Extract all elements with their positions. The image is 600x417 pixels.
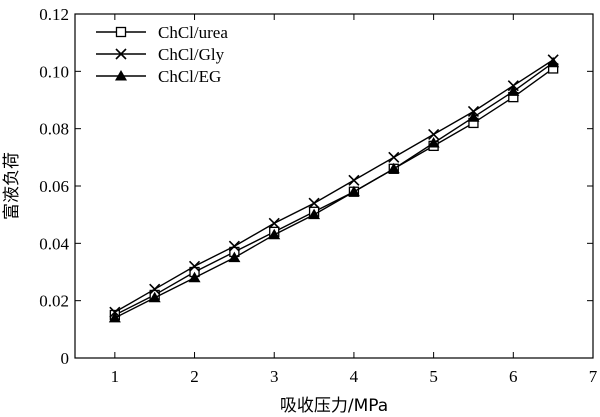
square-marker (115, 26, 127, 38)
x-marker-stroke (228, 240, 240, 252)
x-tick-label: 7 (589, 367, 598, 386)
legend: ChCl/urea ChCl/Gly ChCl/EG (96, 23, 228, 86)
plot-border (74, 13, 594, 359)
y-tick-label: 0 (61, 349, 70, 368)
triangle-marker (387, 162, 400, 174)
x-marker-stroke (348, 174, 360, 186)
series-line (114, 59, 554, 313)
y-tick-label: 0.12 (39, 5, 69, 24)
y-axis-ticks: 0 0.02 0.04 0.06 0.08 0.10 0.12 (39, 5, 593, 368)
series-line (114, 62, 554, 319)
x-marker (228, 240, 240, 252)
x-marker-stroke (188, 260, 201, 272)
x-marker (268, 217, 280, 229)
triangle-marker (268, 228, 281, 240)
x-tick-label: 2 (190, 367, 199, 386)
y-tick-label: 0.04 (39, 234, 69, 253)
y-tick-label: 0.02 (39, 292, 69, 311)
x-tick-label: 4 (350, 367, 359, 386)
series-chcl-gly (109, 54, 559, 318)
x-tick-label: 6 (509, 367, 518, 386)
x-marker (115, 48, 127, 60)
x-marker-stroke (268, 217, 280, 229)
triangle-marker (347, 185, 360, 197)
series-line (114, 67, 554, 316)
x-marker (308, 197, 320, 209)
y-axis-title: 富液负荷 (2, 152, 22, 220)
triangle-marker (228, 251, 241, 263)
x-marker (428, 128, 440, 140)
y-tick-label: 0.10 (39, 62, 69, 81)
x-marker (388, 151, 400, 163)
x-marker-stroke (149, 283, 161, 295)
x-marker-stroke (388, 151, 400, 163)
x-marker-stroke (428, 128, 440, 140)
plot-frame (74, 13, 594, 359)
y-tick-label: 0.06 (39, 177, 69, 196)
x-marker-stroke (115, 48, 127, 60)
x-tick-label: 1 (111, 367, 120, 386)
legend-label: ChCl/Gly (158, 45, 225, 64)
triangle-marker (547, 56, 560, 68)
triangle-marker (427, 137, 440, 148)
x-tick-label: 3 (270, 367, 279, 386)
triangle-marker (115, 70, 127, 81)
x-axis-title: 吸收压力/MPa (280, 396, 388, 416)
x-marker (149, 283, 161, 295)
series-chcl-eg (108, 56, 560, 323)
x-tick-label: 5 (429, 367, 438, 386)
triangle-marker (507, 85, 520, 96)
triangle-marker (148, 291, 161, 303)
x-marker (348, 174, 360, 186)
series-layer (108, 54, 560, 323)
triangle-marker (467, 111, 480, 122)
y-tick-label: 0.08 (39, 120, 69, 139)
legend-label: ChCl/urea (158, 23, 228, 42)
legend-label: ChCl/EG (158, 67, 221, 86)
x-axis-ticks: 1 2 3 4 5 6 7 (111, 14, 598, 386)
triangle-marker (308, 208, 321, 220)
x-marker-stroke (308, 197, 320, 209)
x-marker (188, 260, 201, 272)
triangle-marker (188, 271, 201, 283)
triangle-marker (108, 311, 121, 323)
